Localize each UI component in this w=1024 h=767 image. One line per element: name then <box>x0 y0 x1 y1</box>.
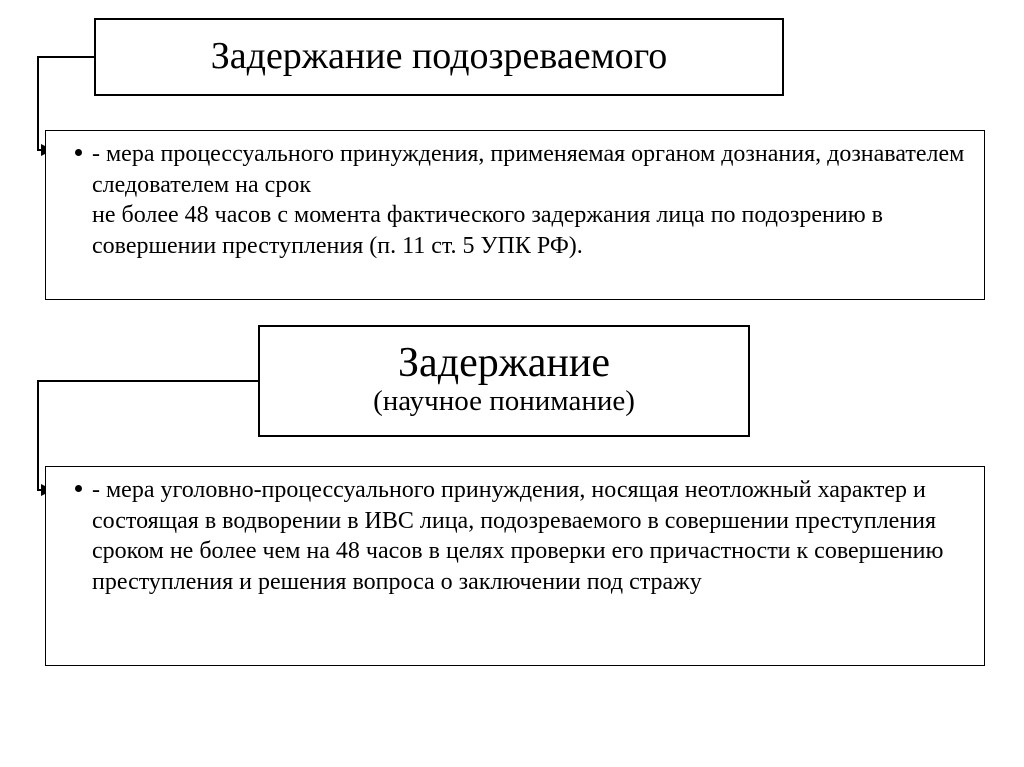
connector2-top <box>37 380 258 382</box>
block2-title: Задержание <box>398 340 610 386</box>
block1-bullet-row: - мера процессуального принуждения, прим… <box>64 139 966 262</box>
bullet-icon <box>64 139 92 161</box>
block1-title: Задержание подозреваемого <box>211 36 668 78</box>
block2-title-box: Задержание (научное понимание) <box>258 325 750 437</box>
connector1-vert <box>37 56 39 150</box>
connector1-top <box>37 56 94 58</box>
block1-content-box: - мера процессуального принуждения, прим… <box>45 130 985 300</box>
block1-text: - мера процессуального принуждения, прим… <box>92 139 966 262</box>
block2-bullet-row: - мера уголовно-процессуального принужде… <box>64 475 966 598</box>
connector2-vert <box>37 380 39 490</box>
block1-title-box: Задержание подозреваемого <box>94 18 784 96</box>
bullet-icon <box>64 475 92 497</box>
block2-content-box: - мера уголовно-процессуального принужде… <box>45 466 985 666</box>
block2-text: - мера уголовно-процессуального принужде… <box>92 475 966 598</box>
block2-subtitle: (научное понимание) <box>373 386 635 418</box>
